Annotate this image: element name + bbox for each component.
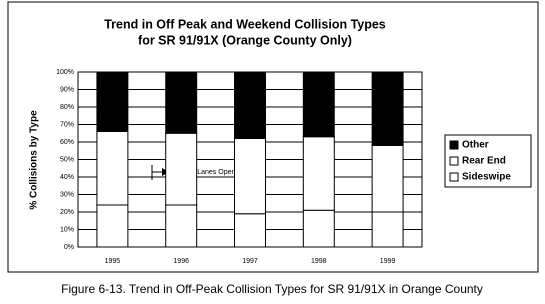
- x-tick-label: 1995: [105, 258, 121, 265]
- legend-label: Rear End: [462, 156, 506, 167]
- legend-swatch: [449, 172, 459, 182]
- y-tick-label: 60%: [60, 139, 74, 146]
- legend-swatch: [449, 156, 459, 166]
- bar-segment: [165, 132, 198, 206]
- bar-segment: [371, 145, 404, 213]
- x-tick-label: 1999: [380, 258, 396, 265]
- bar-segment: [234, 138, 266, 215]
- legend-label: Other: [462, 140, 489, 151]
- bar-segment: [234, 71, 266, 139]
- chart-title: Trend in Off Peak and Weekend Collision …: [104, 17, 386, 31]
- bar-segment: [96, 131, 129, 206]
- bar-segment: [302, 71, 335, 138]
- y-tick-label: 40%: [60, 174, 74, 181]
- bar-segment: [165, 71, 198, 134]
- legend-box: [444, 134, 532, 188]
- bar-segment: [302, 136, 335, 211]
- y-tick-label: 50%: [60, 156, 74, 163]
- x-tick-label: 1998: [311, 258, 327, 265]
- bar-segment: [302, 209, 335, 248]
- y-tick-label: 20%: [60, 209, 74, 216]
- y-tick-label: 90%: [60, 86, 74, 93]
- legend-swatch: [449, 140, 459, 150]
- bar-segment: [96, 204, 129, 248]
- y-tick-label: 80%: [60, 104, 74, 111]
- y-tick-label: 30%: [60, 191, 74, 198]
- y-tick-label: 100%: [56, 69, 74, 76]
- bar-segment: [234, 213, 266, 248]
- chart-title: for SR 91/91X (Orange County Only): [138, 33, 352, 47]
- bar-segment: [371, 71, 404, 146]
- bar-segment: [96, 71, 129, 132]
- bar-segment: [165, 204, 198, 248]
- y-tick-label: 10%: [60, 226, 74, 233]
- caption: Figure 6-13. Trend in Off-Peak Collision…: [61, 282, 483, 296]
- x-tick-label: 1996: [173, 258, 189, 265]
- x-tick-label: 1997: [242, 258, 258, 265]
- annotation: Express Lanes Open: [170, 169, 235, 176]
- bar-segment: [371, 211, 404, 248]
- y-tick-label: 70%: [60, 121, 74, 128]
- legend-label: Sideswipe: [462, 172, 511, 183]
- y-axis-label: % Collisions by Type: [29, 110, 40, 210]
- y-tick-label: 0%: [64, 244, 74, 251]
